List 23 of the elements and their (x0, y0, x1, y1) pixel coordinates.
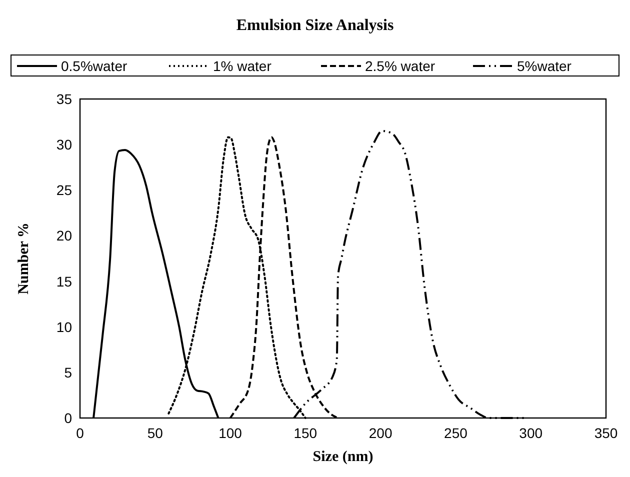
y-tick-label: 10 (56, 318, 72, 335)
y-tick-label: 15 (56, 273, 72, 290)
y-tick-label: 35 (56, 91, 72, 107)
x-tick-label: 250 (444, 425, 468, 441)
x-tick-label: 0 (76, 425, 84, 441)
chart-title: Emulsion Size Analysis (236, 17, 394, 34)
x-tick-label: 150 (294, 425, 318, 441)
x-tick-label: 50 (147, 425, 164, 441)
x-tick-label: 200 (368, 425, 392, 441)
x-axis-title: Size (nm) (312, 449, 374, 465)
legend-label: 2.5% water (365, 58, 436, 74)
y-tick-label: 5 (64, 364, 72, 380)
x-tick-label: 350 (594, 425, 618, 441)
y-tick-label: 25 (56, 182, 72, 198)
y-tick-label: 0 (64, 410, 72, 426)
y-tick-label: 30 (56, 136, 72, 153)
x-tick-label: 100 (218, 425, 242, 441)
x-tick-label: 300 (519, 425, 543, 441)
legend-label: 0.5%water (61, 58, 128, 74)
legend-label: 1% water (213, 58, 272, 74)
y-axis-title: Number % (16, 222, 32, 294)
y-tick-label: 20 (56, 228, 72, 244)
legend-label: 5%water (517, 58, 572, 74)
